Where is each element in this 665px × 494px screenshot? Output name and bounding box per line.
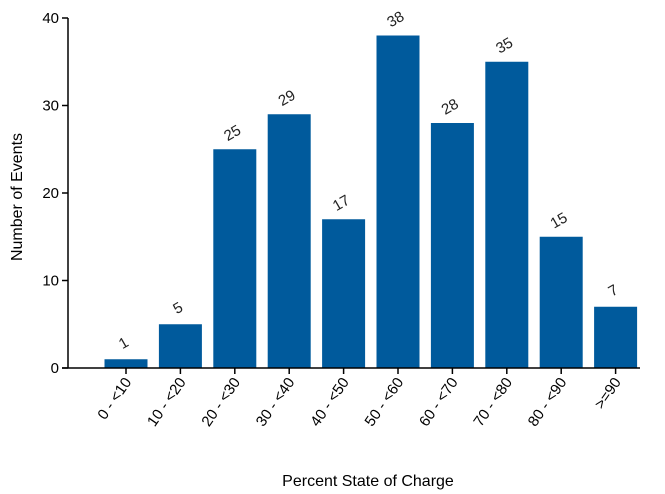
data-label-2: 25 [221,122,244,145]
data-label-3: 29 [275,87,298,110]
y-axis-title: Number of Events [9,133,26,261]
bar-1 [158,324,202,368]
data-label-4: 17 [330,192,353,215]
x-axis-title: Percent State of Charge [282,473,454,490]
x-tick-label-1: 10 - <20 [144,375,190,430]
bar-2 [213,149,257,368]
x-axis: 0 - <10 10 - <20 20 - <30 30 - <40 40 - <50 5… [62,367,640,430]
y-tick-label-3: 30 [42,98,59,115]
y-tick-label-4: 40 [42,10,59,27]
bar-3 [267,114,311,368]
x-tick-label-9: >=90 [591,375,625,413]
bar-4 [322,219,366,368]
x-tick-label-5: 50 - <60 [362,375,408,430]
data-label-0: 1 [116,334,132,353]
data-label-9: 7 [605,281,621,300]
bars-group [104,35,638,368]
bar-8 [539,236,583,368]
y-tick-label-2: 20 [42,185,59,202]
bar-0 [104,359,148,368]
bar-7 [485,61,529,368]
data-label-1: 5 [170,299,186,318]
data-label-7: 35 [493,34,516,57]
y-axis: 0 10 20 30 40 [42,10,69,377]
y-tick-label-1: 10 [42,273,59,290]
x-tick-label-6: 60 - <70 [416,375,462,430]
data-label-6: 28 [439,96,462,119]
bar-5 [376,35,420,368]
x-tick-label-7: 70 - <80 [470,375,516,430]
x-tick-label-2: 20 - <30 [198,375,244,430]
x-tick-label-0: 0 - <10 [94,375,135,423]
x-tick-label-4: 40 - <50 [307,375,353,430]
y-tick-label-0: 0 [51,360,59,377]
data-label-5: 38 [384,8,407,31]
bar-9 [594,306,638,368]
x-tick-label-3: 30 - <40 [253,375,299,430]
bar-6 [430,123,474,368]
data-label-8: 15 [547,209,570,232]
x-tick-label-8: 80 - <90 [525,375,571,430]
